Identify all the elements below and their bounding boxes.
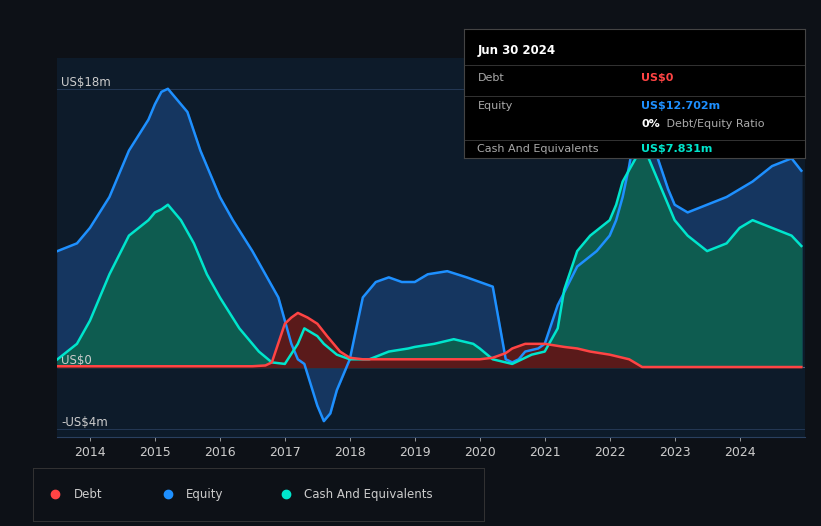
Text: Equity: Equity [478, 101, 513, 112]
Text: Debt/Equity Ratio: Debt/Equity Ratio [663, 119, 764, 129]
Text: US$0: US$0 [641, 73, 673, 83]
Text: US$18m: US$18m [62, 76, 111, 89]
Text: Debt: Debt [478, 73, 504, 83]
Text: Debt: Debt [74, 488, 102, 501]
Text: Jun 30 2024: Jun 30 2024 [478, 44, 556, 57]
Text: US$7.831m: US$7.831m [641, 144, 713, 154]
Text: 0%: 0% [641, 119, 660, 129]
Text: Cash And Equivalents: Cash And Equivalents [478, 144, 599, 154]
Text: US$12.702m: US$12.702m [641, 101, 720, 112]
Text: Equity: Equity [186, 488, 224, 501]
Text: Cash And Equivalents: Cash And Equivalents [304, 488, 433, 501]
Text: -US$4m: -US$4m [62, 416, 108, 429]
Text: US$0: US$0 [62, 354, 92, 367]
